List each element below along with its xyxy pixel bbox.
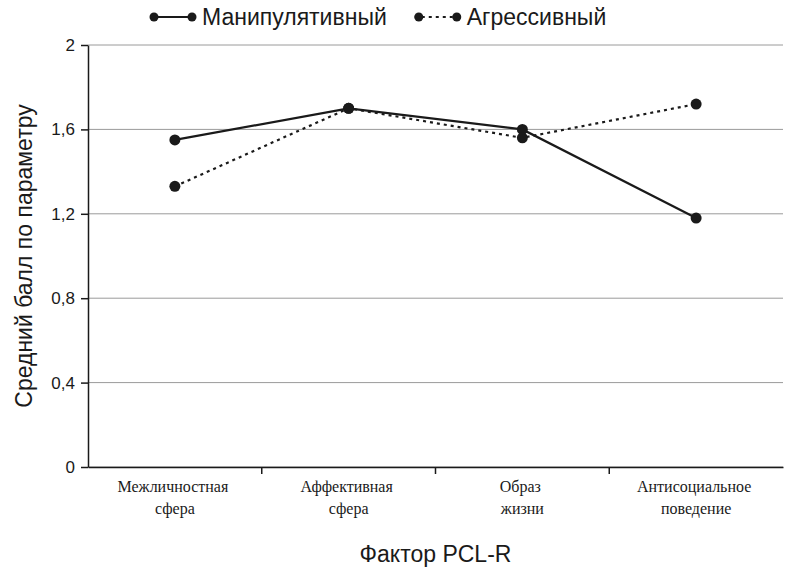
- y-tick-mark: [81, 45, 88, 47]
- x-axis: Межличностная сфера Аффективная сфера Обра…: [89, 468, 784, 518]
- y-tick: 0,4: [51, 374, 88, 393]
- legend-label: Манипулятивный: [202, 4, 387, 30]
- legend-item: Манипулятивный: [150, 4, 387, 30]
- chart: 0 0,4 0,8 1,2 1,6 2 Межличностная сфера Аффекти…: [0, 0, 790, 582]
- y-tick-label: 1,6: [51, 120, 75, 139]
- x-tick: Аффективная сфера: [300, 478, 396, 518]
- y-tick: 0,8: [51, 289, 88, 308]
- y-tick-mark: [81, 214, 88, 216]
- grid-line: [88, 129, 783, 130]
- y-tick: 0: [66, 458, 88, 477]
- legend-item: Агрессивный: [414, 4, 606, 30]
- y-axis-title: Средний балл по параметру: [11, 104, 37, 408]
- series-marker: [169, 134, 180, 145]
- x-axis-title: Фактор PCL-R: [360, 541, 512, 567]
- x-tick: Образ жизни: [500, 478, 545, 517]
- series-marker: [691, 213, 702, 224]
- series-marker: [169, 181, 180, 192]
- y-axis-line: [88, 46, 90, 468]
- legend: Манипулятивный Агрессивный: [150, 4, 607, 30]
- series-marker: [517, 132, 528, 143]
- y-tick-mark: [81, 129, 88, 131]
- y-tick-mark: [81, 467, 88, 469]
- category-separator: [435, 467, 437, 474]
- legend-marker: [452, 13, 461, 22]
- x-tick-label: Антисоциальное поведение: [637, 478, 755, 518]
- legend-marker: [188, 13, 197, 22]
- y-tick-label: 0,4: [51, 374, 75, 393]
- grid: [88, 45, 783, 467]
- y-tick-label: 0,8: [51, 289, 75, 308]
- grid-line: [88, 45, 783, 46]
- x-tick-label: Образ жизни: [500, 478, 545, 517]
- x-tick-label: Аффективная сфера: [300, 478, 396, 518]
- series-line: [175, 108, 696, 218]
- y-tick-label: 1,2: [51, 205, 75, 224]
- legend-label: Агрессивный: [467, 4, 606, 30]
- grid-line: [88, 213, 783, 214]
- y-tick: 1,2: [51, 205, 88, 224]
- grid-line: [88, 298, 783, 299]
- series-marker: [343, 103, 354, 114]
- x-tick: Антисоциальное поведение: [637, 478, 755, 518]
- y-tick: 2: [66, 36, 88, 55]
- category-separator: [609, 467, 611, 474]
- x-tick-label: Межличностная сфера: [117, 478, 232, 518]
- y-tick-label: 2: [66, 36, 75, 55]
- category-separator: [261, 467, 263, 474]
- y-tick-label: 0: [66, 458, 75, 477]
- grid-line: [88, 382, 783, 383]
- y-tick-mark: [81, 382, 88, 384]
- plot-area: [169, 99, 701, 224]
- legend-marker: [150, 13, 159, 22]
- x-tick: Межличностная сфера: [117, 478, 232, 518]
- y-tick: 1,6: [51, 120, 88, 139]
- series-line: [175, 104, 696, 186]
- series-marker: [343, 103, 354, 114]
- legend-marker: [414, 13, 423, 22]
- series-marker: [691, 99, 702, 110]
- y-axis: 0 0,4 0,8 1,2 1,6 2: [51, 36, 88, 477]
- y-tick-mark: [81, 298, 88, 300]
